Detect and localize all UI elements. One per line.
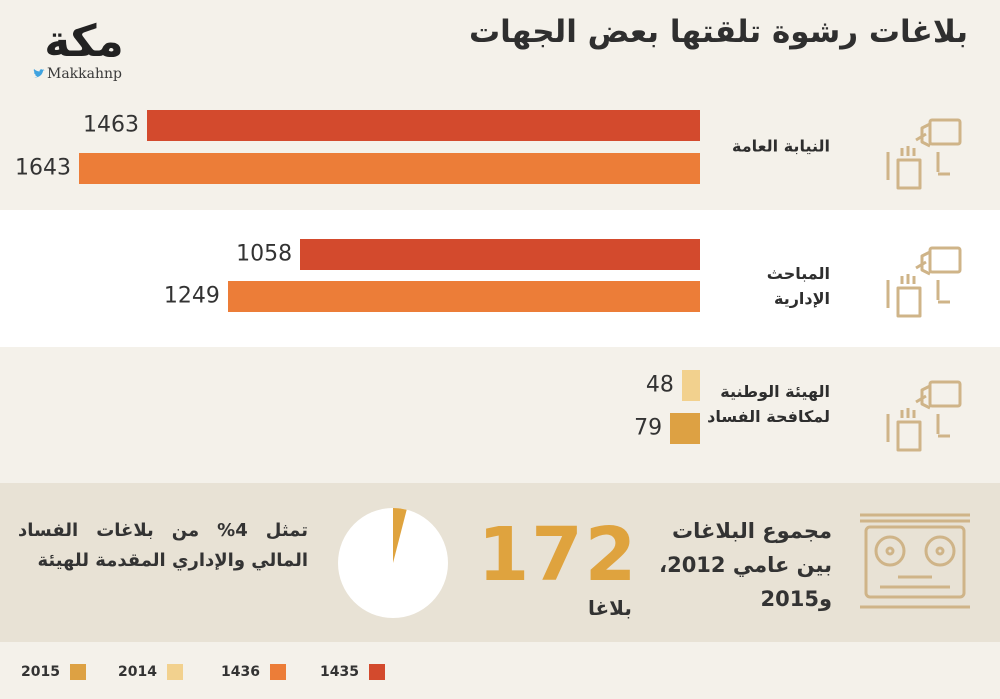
twitter-icon	[33, 69, 45, 78]
summary-label-line: و2015	[760, 587, 832, 611]
category-label: المباحث الإدارية	[767, 261, 830, 311]
summary-label-line: مجموع البلاغات	[672, 519, 832, 543]
legend-item-2014: 2014	[118, 662, 183, 682]
page-title: بلاغات رشوة تلقتها بعض الجهات	[468, 14, 968, 50]
twitter-handle-text: Makkahnp	[47, 66, 122, 82]
legend-item-1436: 1436	[221, 662, 286, 682]
legend-label: 2015	[21, 664, 60, 680]
twitter-handle: Makkahnp	[33, 66, 122, 82]
bar-value-label: 1249	[163, 283, 220, 309]
legend-swatch	[69, 664, 86, 680]
bar-value-label: 1643	[15, 155, 71, 181]
section-band-investigation	[0, 210, 1000, 347]
share-pie-chart	[338, 508, 448, 618]
legend-item-2015: 2015	[21, 662, 86, 682]
section-band-summary	[0, 483, 1000, 642]
bribe-hands-icon	[886, 246, 962, 318]
legend-label: 1435	[320, 664, 359, 680]
bar-value-label: 48	[645, 372, 674, 398]
summary-label: مجموع البلاغات بين عامي 2012، و2015	[642, 514, 832, 616]
bar-1435	[300, 238, 700, 270]
bribe-hands-icon	[886, 118, 962, 190]
category-label: النيابة العامة	[732, 134, 830, 159]
bar-value-label: 1058	[236, 241, 293, 267]
tape-recorder-icon	[860, 513, 970, 609]
category-label-line: الإدارية	[773, 289, 830, 308]
bar-1436	[79, 152, 700, 184]
section-band-legend	[0, 642, 1000, 699]
section-band-anticorruption	[0, 347, 1000, 483]
bar-1436	[227, 280, 700, 312]
legend-swatch	[166, 664, 183, 680]
summary-total: 172	[477, 512, 639, 598]
bribe-hands-icon	[886, 380, 962, 452]
bar-1435	[147, 109, 700, 141]
summary-unit: بلاغا	[588, 596, 632, 620]
category-label-line: لمكافحة الفساد	[707, 407, 830, 426]
category-label-line: المباحث	[766, 264, 830, 283]
category-label-line: النيابة العامة	[732, 136, 830, 156]
summary-label-line: بين عامي 2012،	[659, 553, 832, 577]
legend-swatch	[368, 664, 385, 680]
logo-text: مكة	[44, 16, 124, 64]
summary-note: تمثل 4% من بلاغات الفساد المالي والإداري…	[18, 520, 308, 571]
legend-swatch	[269, 664, 286, 680]
legend-label: 1436	[221, 664, 260, 680]
category-label: الهيئة الوطنية لمكافحة الفساد	[707, 379, 830, 429]
legend-label: 2014	[118, 664, 157, 680]
makkah-logo: مكة	[44, 16, 124, 64]
bar-2014	[681, 369, 700, 401]
category-label-line: الهيئة الوطنية	[720, 382, 830, 401]
section-band-prosecution	[0, 90, 1000, 210]
bar-value-label: 1463	[83, 112, 140, 138]
bar-2015	[670, 412, 700, 444]
bar-value-label: 79	[634, 415, 663, 441]
pie-share-slice	[393, 508, 407, 563]
legend-item-1435: 1435	[320, 662, 385, 682]
